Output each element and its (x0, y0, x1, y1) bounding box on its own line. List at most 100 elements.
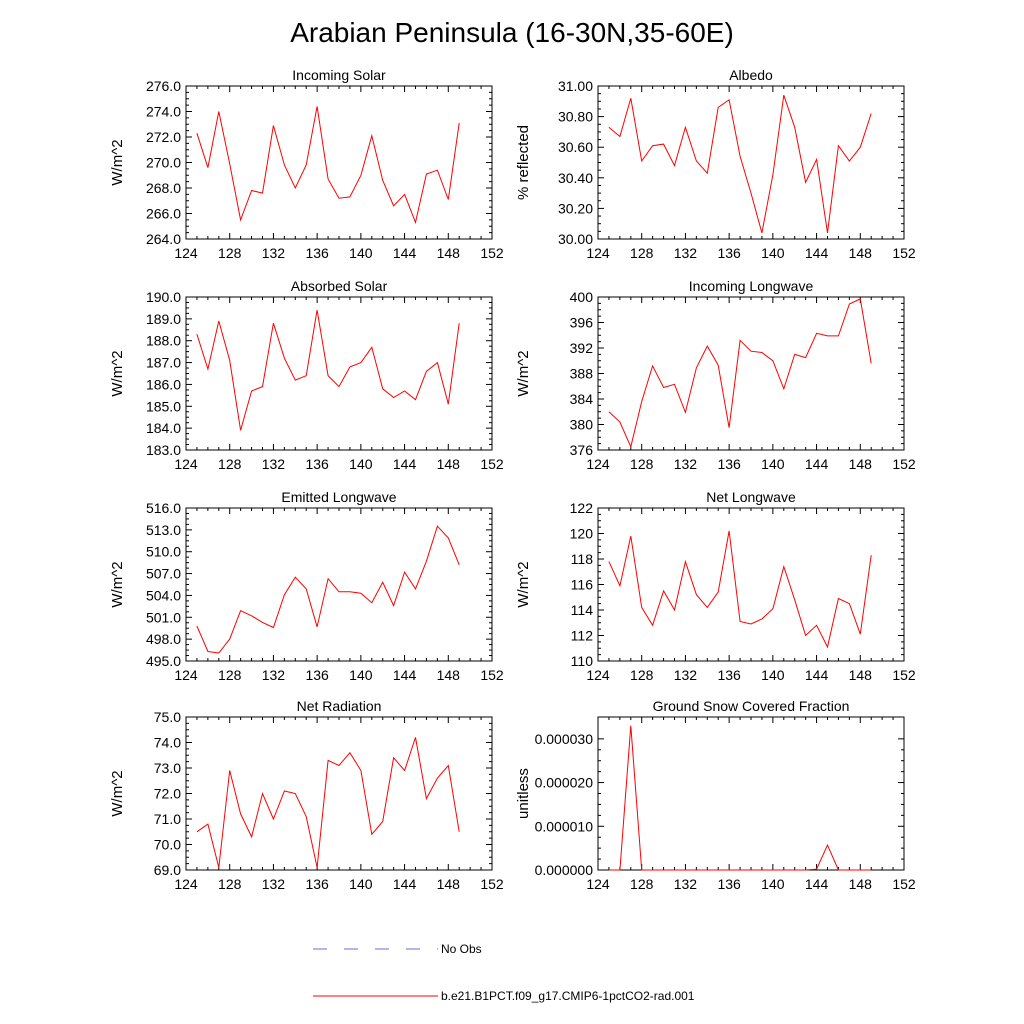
x-tick-label: 128 (218, 245, 242, 261)
x-tick-label: 132 (674, 876, 698, 892)
x-tick-label: 144 (805, 876, 829, 892)
y-tick-label: 498.0 (146, 631, 181, 647)
y-axis-label: W/m^2 (109, 770, 126, 816)
y-axis-label: % reflected (515, 125, 532, 200)
y-tick-label: 501.0 (146, 609, 181, 625)
x-tick-label: 136 (305, 456, 329, 472)
panel-title: Incoming Solar (292, 67, 386, 83)
y-tick-label: 30.00 (558, 231, 593, 247)
panel-6: Net Longwave 124 128 132 136 140 144 148 152 110 1… (515, 489, 916, 683)
y-tick-label: 186.0 (146, 376, 181, 392)
x-tick-label: 128 (218, 876, 242, 892)
x-tick-label: 132 (262, 876, 286, 892)
plot-frame (597, 296, 905, 451)
series-line (608, 298, 872, 449)
plot-frame (597, 85, 905, 240)
y-tick-label: 75.0 (154, 709, 181, 725)
y-tick-label: 71.0 (154, 811, 181, 827)
y-tick-label: 266.0 (146, 206, 181, 222)
y-axis-label: W/m^2 (515, 350, 532, 396)
y-tick-label: 188.0 (146, 333, 181, 349)
y-tick-label: 388 (570, 366, 594, 382)
panel-5: Emitted Longwave 124 128 132 136 140 144 148 152… (109, 489, 504, 683)
y-tick-label: 274.0 (146, 104, 181, 120)
panel-2: Albedo 124 128 132 136 140 144 148 152 30.00 30.20… (515, 67, 916, 261)
x-tick-label: 148 (849, 876, 873, 892)
panel-title: Ground Snow Covered Fraction (653, 698, 850, 714)
x-tick-label: 136 (717, 456, 741, 472)
panel-title: Net Radiation (297, 698, 382, 714)
x-tick-label: 140 (761, 245, 785, 261)
x-tick-label: 132 (262, 245, 286, 261)
x-tick-label: 136 (305, 245, 329, 261)
y-axis-label: W/m^2 (109, 350, 126, 396)
x-tick-label: 132 (674, 456, 698, 472)
y-tick-label: 264.0 (146, 231, 181, 247)
plot-frame (185, 716, 493, 871)
y-tick-label: 30.40 (558, 170, 593, 186)
x-tick-label: 152 (480, 667, 504, 683)
y-tick-label: 0.000000 (535, 862, 594, 878)
panel-title: Albedo (729, 67, 773, 83)
y-tick-label: 376 (570, 442, 594, 458)
x-tick-label: 132 (262, 456, 286, 472)
y-tick-label: 30.80 (558, 109, 593, 125)
y-tick-label: 116 (571, 577, 594, 593)
x-tick-label: 132 (262, 667, 286, 683)
y-tick-label: 276.0 (146, 78, 181, 94)
x-tick-label: 140 (349, 876, 373, 892)
panel-4: Incoming Longwave 124 128 132 136 140 144 148 15… (515, 278, 916, 472)
figure-title: Arabian Peninsula (16-30N,35-60E) (290, 17, 734, 48)
y-tick-label: 384 (570, 391, 594, 407)
plot-frame (597, 716, 905, 871)
x-tick-label: 136 (305, 876, 329, 892)
x-tick-label: 148 (849, 667, 873, 683)
x-tick-label: 148 (437, 667, 461, 683)
y-tick-label: 272.0 (146, 129, 181, 145)
panel-8: Ground Snow Covered Fraction 124 128 132 136… (515, 698, 916, 892)
y-tick-label: 183.0 (146, 442, 181, 458)
y-axis-label: W/m^2 (109, 139, 126, 185)
y-axis-label: unitless (515, 768, 532, 819)
x-tick-label: 148 (849, 245, 873, 261)
y-tick-label: 110 (571, 653, 594, 669)
x-tick-label: 128 (630, 456, 654, 472)
y-tick-label: 396 (570, 315, 594, 331)
series-line (608, 725, 872, 871)
x-tick-label: 128 (630, 667, 654, 683)
x-tick-label: 124 (174, 456, 198, 472)
x-tick-label: 152 (480, 456, 504, 472)
series-line (196, 310, 460, 431)
x-tick-label: 124 (586, 667, 610, 683)
x-tick-label: 148 (437, 245, 461, 261)
x-tick-label: 140 (349, 667, 373, 683)
legend-obs-label: No Obs (441, 942, 482, 956)
panel-7: Net Radiation 124 128 132 136 140 144 148 152 69.… (109, 698, 504, 892)
series-line (196, 737, 460, 868)
panel-title: Incoming Longwave (689, 278, 814, 294)
x-tick-label: 148 (437, 876, 461, 892)
x-tick-label: 152 (892, 876, 916, 892)
y-tick-label: 380 (570, 417, 594, 433)
y-tick-label: 0.000010 (535, 818, 594, 834)
x-tick-label: 132 (674, 667, 698, 683)
plot-frame (185, 507, 493, 662)
y-tick-label: 72.0 (154, 786, 181, 802)
y-tick-label: 516.0 (146, 500, 181, 516)
y-tick-label: 120 (570, 526, 594, 542)
x-tick-label: 124 (174, 876, 198, 892)
x-tick-label: 144 (393, 245, 417, 261)
y-tick-label: 513.0 (146, 522, 181, 538)
panel-1: Incoming Solar 124 128 132 136 140 144 148 152 26… (109, 67, 504, 261)
y-tick-label: 510.0 (146, 544, 181, 560)
y-tick-label: 118 (571, 551, 594, 567)
panel-title: Absorbed Solar (291, 278, 388, 294)
series-line (608, 530, 872, 649)
y-tick-label: 185.0 (146, 398, 181, 414)
x-tick-label: 152 (892, 456, 916, 472)
x-tick-label: 152 (480, 876, 504, 892)
x-tick-label: 140 (349, 456, 373, 472)
panel-title: Emitted Longwave (281, 489, 396, 505)
x-tick-label: 124 (174, 667, 198, 683)
